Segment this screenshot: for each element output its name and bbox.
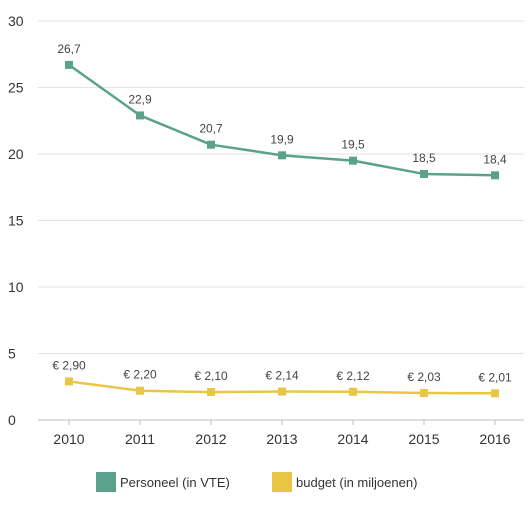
legend-label-0: Personeel (in VTE): [120, 475, 230, 490]
data-label-1-5: € 2,03: [407, 370, 441, 384]
data-label-0-2: 20,7: [199, 122, 223, 136]
data-label-1-3: € 2,14: [265, 369, 299, 383]
legend: Personeel (in VTE) budget (in miljoenen): [96, 472, 417, 492]
data-point-0-4: [349, 156, 357, 165]
data-label-0-3: 19,9: [270, 132, 294, 146]
y-tick-label: 0: [8, 412, 16, 428]
data-label-1-6: € 2,01: [478, 370, 512, 384]
data-label-1-1: € 2,20: [123, 368, 157, 382]
gridlines: [38, 20, 524, 421]
data-label-0-1: 22,9: [128, 92, 152, 106]
data-point-0-5: [420, 169, 428, 178]
x-tick-label: 2011: [125, 431, 155, 447]
x-tick-label: 2010: [53, 431, 84, 447]
legend-swatch-1: [272, 472, 292, 492]
data-label-1-2: € 2,10: [194, 369, 228, 383]
y-tick-label: 15: [8, 213, 24, 229]
x-tick-label: 2013: [266, 431, 297, 447]
series-lines: [65, 60, 499, 398]
data-point-1-5: [420, 389, 428, 398]
data-point-1-1: [136, 386, 144, 395]
y-axis-ticks: 0 5 10 15 20 25 30: [8, 13, 24, 428]
data-label-0-0: 26,7: [57, 42, 81, 56]
y-tick-label: 10: [8, 279, 24, 295]
data-point-0-6: [491, 171, 499, 180]
x-axis-ticks: 2010 2011 2012 2013 2014 2015 2016: [53, 420, 511, 447]
data-label-0-6: 18,4: [483, 152, 507, 166]
data-point-0-2: [207, 140, 215, 149]
y-tick-label: 25: [8, 80, 24, 96]
data-label-1-0: € 2,90: [52, 358, 86, 372]
y-tick-label: 30: [8, 13, 24, 29]
legend-label-1: budget (in miljoenen): [296, 475, 417, 490]
data-point-1-0: [65, 377, 73, 386]
data-label-0-4: 19,5: [341, 138, 365, 152]
x-tick-label: 2016: [479, 431, 510, 447]
data-point-1-3: [278, 387, 286, 396]
x-tick-label: 2014: [337, 431, 368, 447]
data-label-1-4: € 2,12: [336, 369, 370, 383]
data-point-1-6: [491, 389, 499, 398]
data-point-1-4: [349, 387, 357, 396]
data-labels: 26,7 22,9 20,7 19,9 19,5 18,5 18,4 € 2,90 € 2,20…: [52, 42, 512, 384]
data-point-0-0: [65, 60, 73, 69]
y-tick-label: 5: [8, 346, 16, 362]
data-point-1-2: [207, 388, 215, 397]
data-label-0-5: 18,5: [412, 151, 436, 165]
data-point-0-1: [136, 111, 144, 120]
legend-swatch-0: [96, 472, 116, 492]
x-tick-label: 2012: [195, 431, 226, 447]
data-point-0-3: [278, 151, 286, 160]
x-tick-label: 2015: [408, 431, 439, 447]
y-tick-label: 20: [8, 146, 24, 162]
